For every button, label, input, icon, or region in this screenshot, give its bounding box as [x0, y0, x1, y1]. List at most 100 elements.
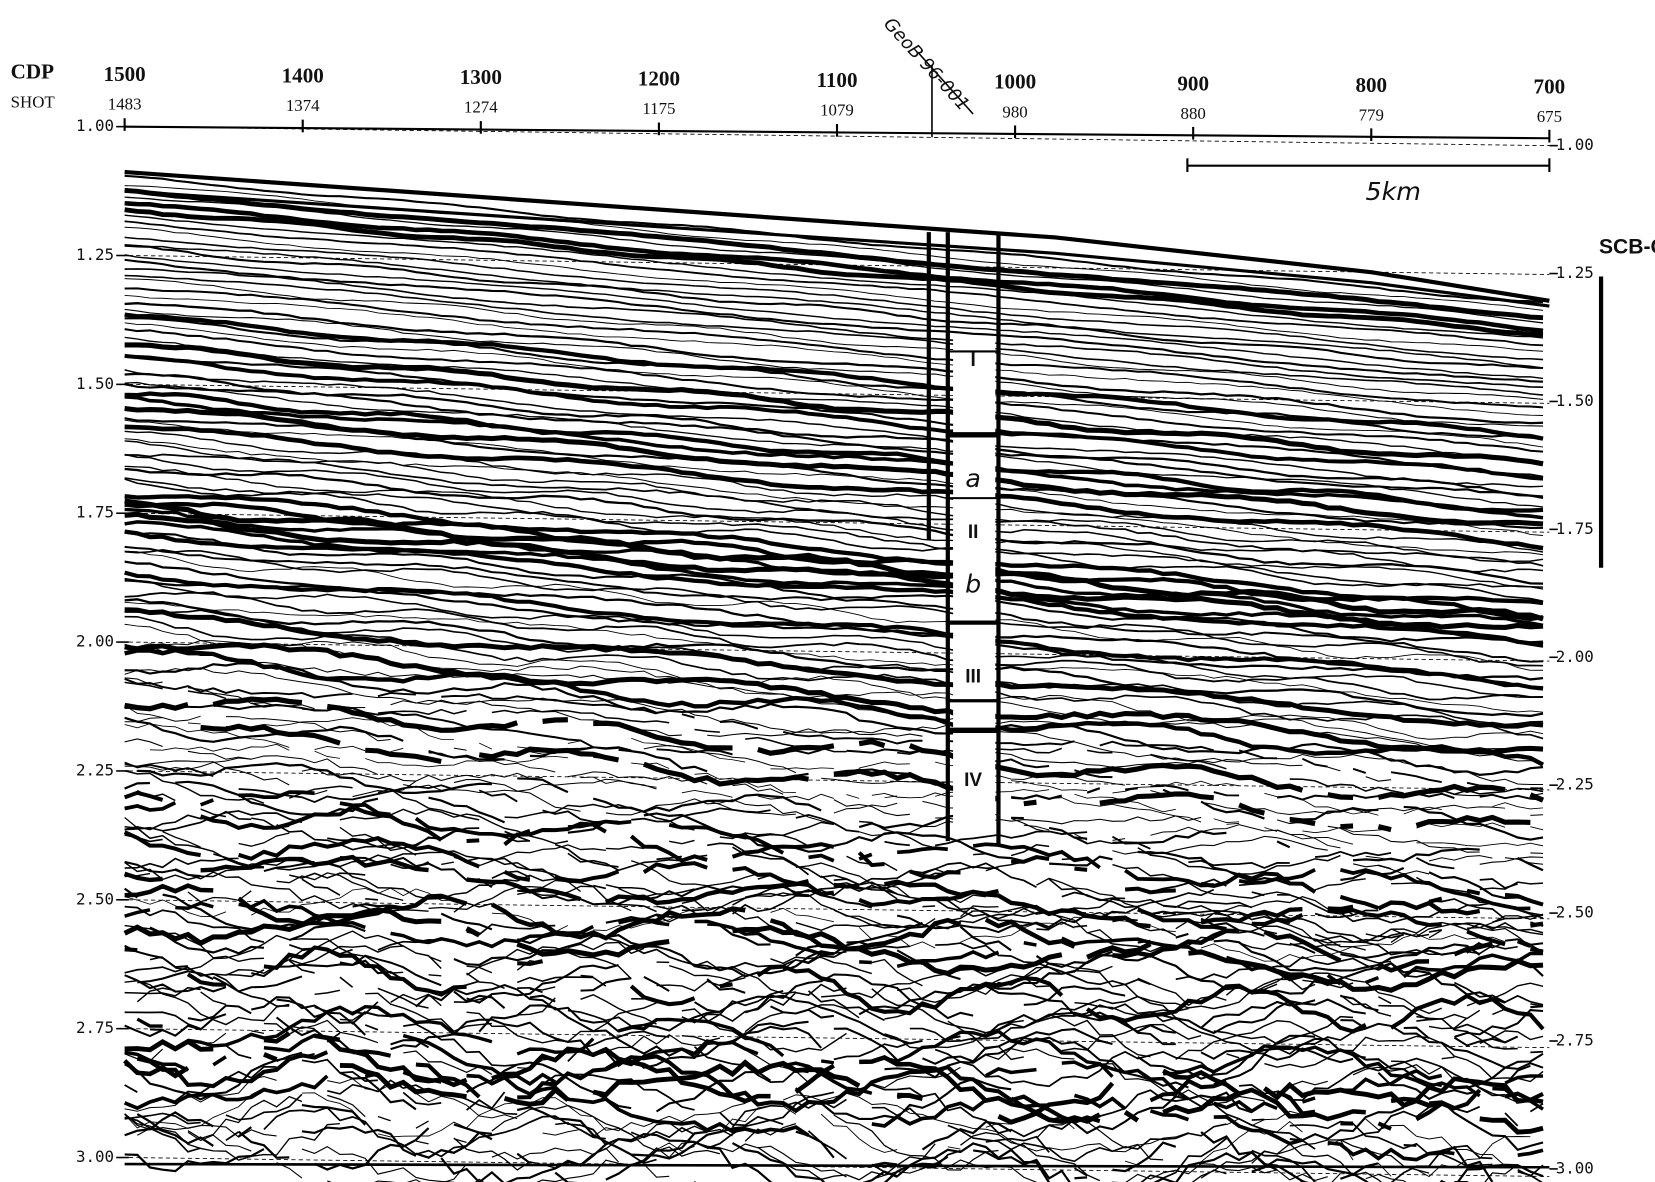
reflector	[124, 647, 1545, 767]
reflector	[124, 738, 1544, 865]
reflector	[125, 1114, 1543, 1182]
reflector	[124, 342, 1544, 467]
cdp-label: 1000	[994, 70, 1036, 94]
section-label: SCB-C	[1599, 236, 1655, 259]
reflector	[124, 790, 1531, 911]
unit-label: a	[965, 463, 981, 493]
reflector	[124, 336, 1544, 464]
reflector	[124, 424, 1544, 551]
reflector	[124, 287, 1544, 409]
well-underline	[917, 52, 974, 115]
reflector	[124, 317, 1544, 439]
reflector	[124, 1019, 1544, 1109]
reflector	[124, 440, 1544, 563]
unit-label: b	[965, 569, 981, 599]
reflector	[124, 419, 1544, 536]
reflector	[137, 970, 1544, 1070]
shot-label: 1175	[642, 99, 675, 118]
shot-label: 1483	[108, 94, 142, 113]
unit-label: IV	[964, 770, 982, 791]
cdp-label: 1200	[638, 67, 680, 91]
reflector	[124, 236, 1544, 361]
reflector	[187, 872, 1544, 952]
time-label-right: 2.50	[1556, 903, 1594, 922]
cdp-label: 1300	[460, 65, 502, 89]
time-line	[128, 383, 1550, 404]
reflector	[124, 478, 1544, 602]
cdp-label: 700	[1534, 74, 1566, 98]
shot-title: SHOT	[11, 92, 56, 111]
reflector	[124, 477, 1544, 588]
reflector	[125, 1060, 1543, 1149]
reflector	[124, 355, 1544, 478]
reflector	[124, 1125, 1369, 1182]
time-label-right: 3.00	[1556, 1158, 1594, 1177]
cdp-label: 800	[1355, 73, 1387, 97]
shot-label: 779	[1359, 105, 1384, 124]
reflector	[124, 498, 1544, 622]
time-label-right: 2.25	[1556, 775, 1594, 794]
reflector	[124, 254, 1544, 380]
reflector	[124, 667, 1544, 786]
scale-label: 5km	[1365, 176, 1420, 206]
time-line	[128, 899, 1550, 920]
reflector	[124, 623, 1544, 740]
cdp-title: CDP	[11, 60, 54, 84]
time-label-left: 1.75	[76, 503, 114, 522]
reflector	[123, 1070, 1544, 1162]
time-line	[128, 1028, 1550, 1049]
reflector	[149, 1124, 1328, 1182]
unit-label: II	[968, 522, 979, 543]
time-label-left: 2.75	[76, 1018, 114, 1037]
reflector	[124, 545, 1544, 663]
reflector	[124, 220, 1544, 347]
reflector	[123, 790, 1544, 910]
time-label-left: 2.50	[76, 889, 114, 908]
cdp-label: 1400	[282, 63, 324, 87]
reflector	[124, 609, 1544, 726]
reflector	[124, 601, 1544, 713]
shot-label: 880	[1181, 104, 1206, 123]
reflector	[124, 328, 1544, 453]
reflector	[124, 607, 1544, 729]
time-label-left: 2.00	[76, 632, 114, 651]
reflector	[124, 511, 1544, 630]
reflector	[124, 187, 1544, 321]
shot-label: 1374	[286, 96, 320, 115]
shot-label: 980	[1002, 102, 1027, 121]
reflector	[124, 196, 1544, 324]
time-label-right: 1.75	[1556, 519, 1594, 538]
reflector	[124, 465, 1544, 590]
reflector	[124, 174, 1544, 304]
reflector	[124, 294, 1544, 416]
reflector	[124, 268, 1544, 389]
time-label-left: 3.00	[76, 1147, 114, 1166]
reflector	[124, 391, 1544, 513]
bottom-axis	[124, 1162, 1550, 1169]
seafloor	[124, 189, 1550, 308]
time-line	[128, 641, 1550, 662]
reflector	[124, 453, 1544, 573]
reflector	[124, 1079, 1544, 1177]
time-label-left: 1.25	[76, 245, 114, 264]
reflector	[124, 945, 1545, 1034]
reflector	[124, 278, 1544, 400]
reflector	[124, 381, 1544, 508]
reflector	[124, 643, 1544, 764]
reflector	[124, 226, 1544, 352]
reflector	[124, 322, 1544, 448]
unit-label: III	[965, 667, 981, 688]
reflector	[149, 945, 1544, 1030]
reflector	[124, 529, 1544, 647]
time-label-right: 1.00	[1556, 135, 1594, 154]
shot-label: 675	[1537, 107, 1562, 126]
reflector	[123, 830, 1544, 954]
time-label-right: 1.25	[1556, 263, 1594, 282]
reflector	[200, 723, 1531, 833]
shot-label: 1079	[820, 101, 854, 120]
reflector	[124, 467, 1544, 585]
reflector	[124, 591, 1544, 701]
reflector	[124, 857, 1544, 943]
